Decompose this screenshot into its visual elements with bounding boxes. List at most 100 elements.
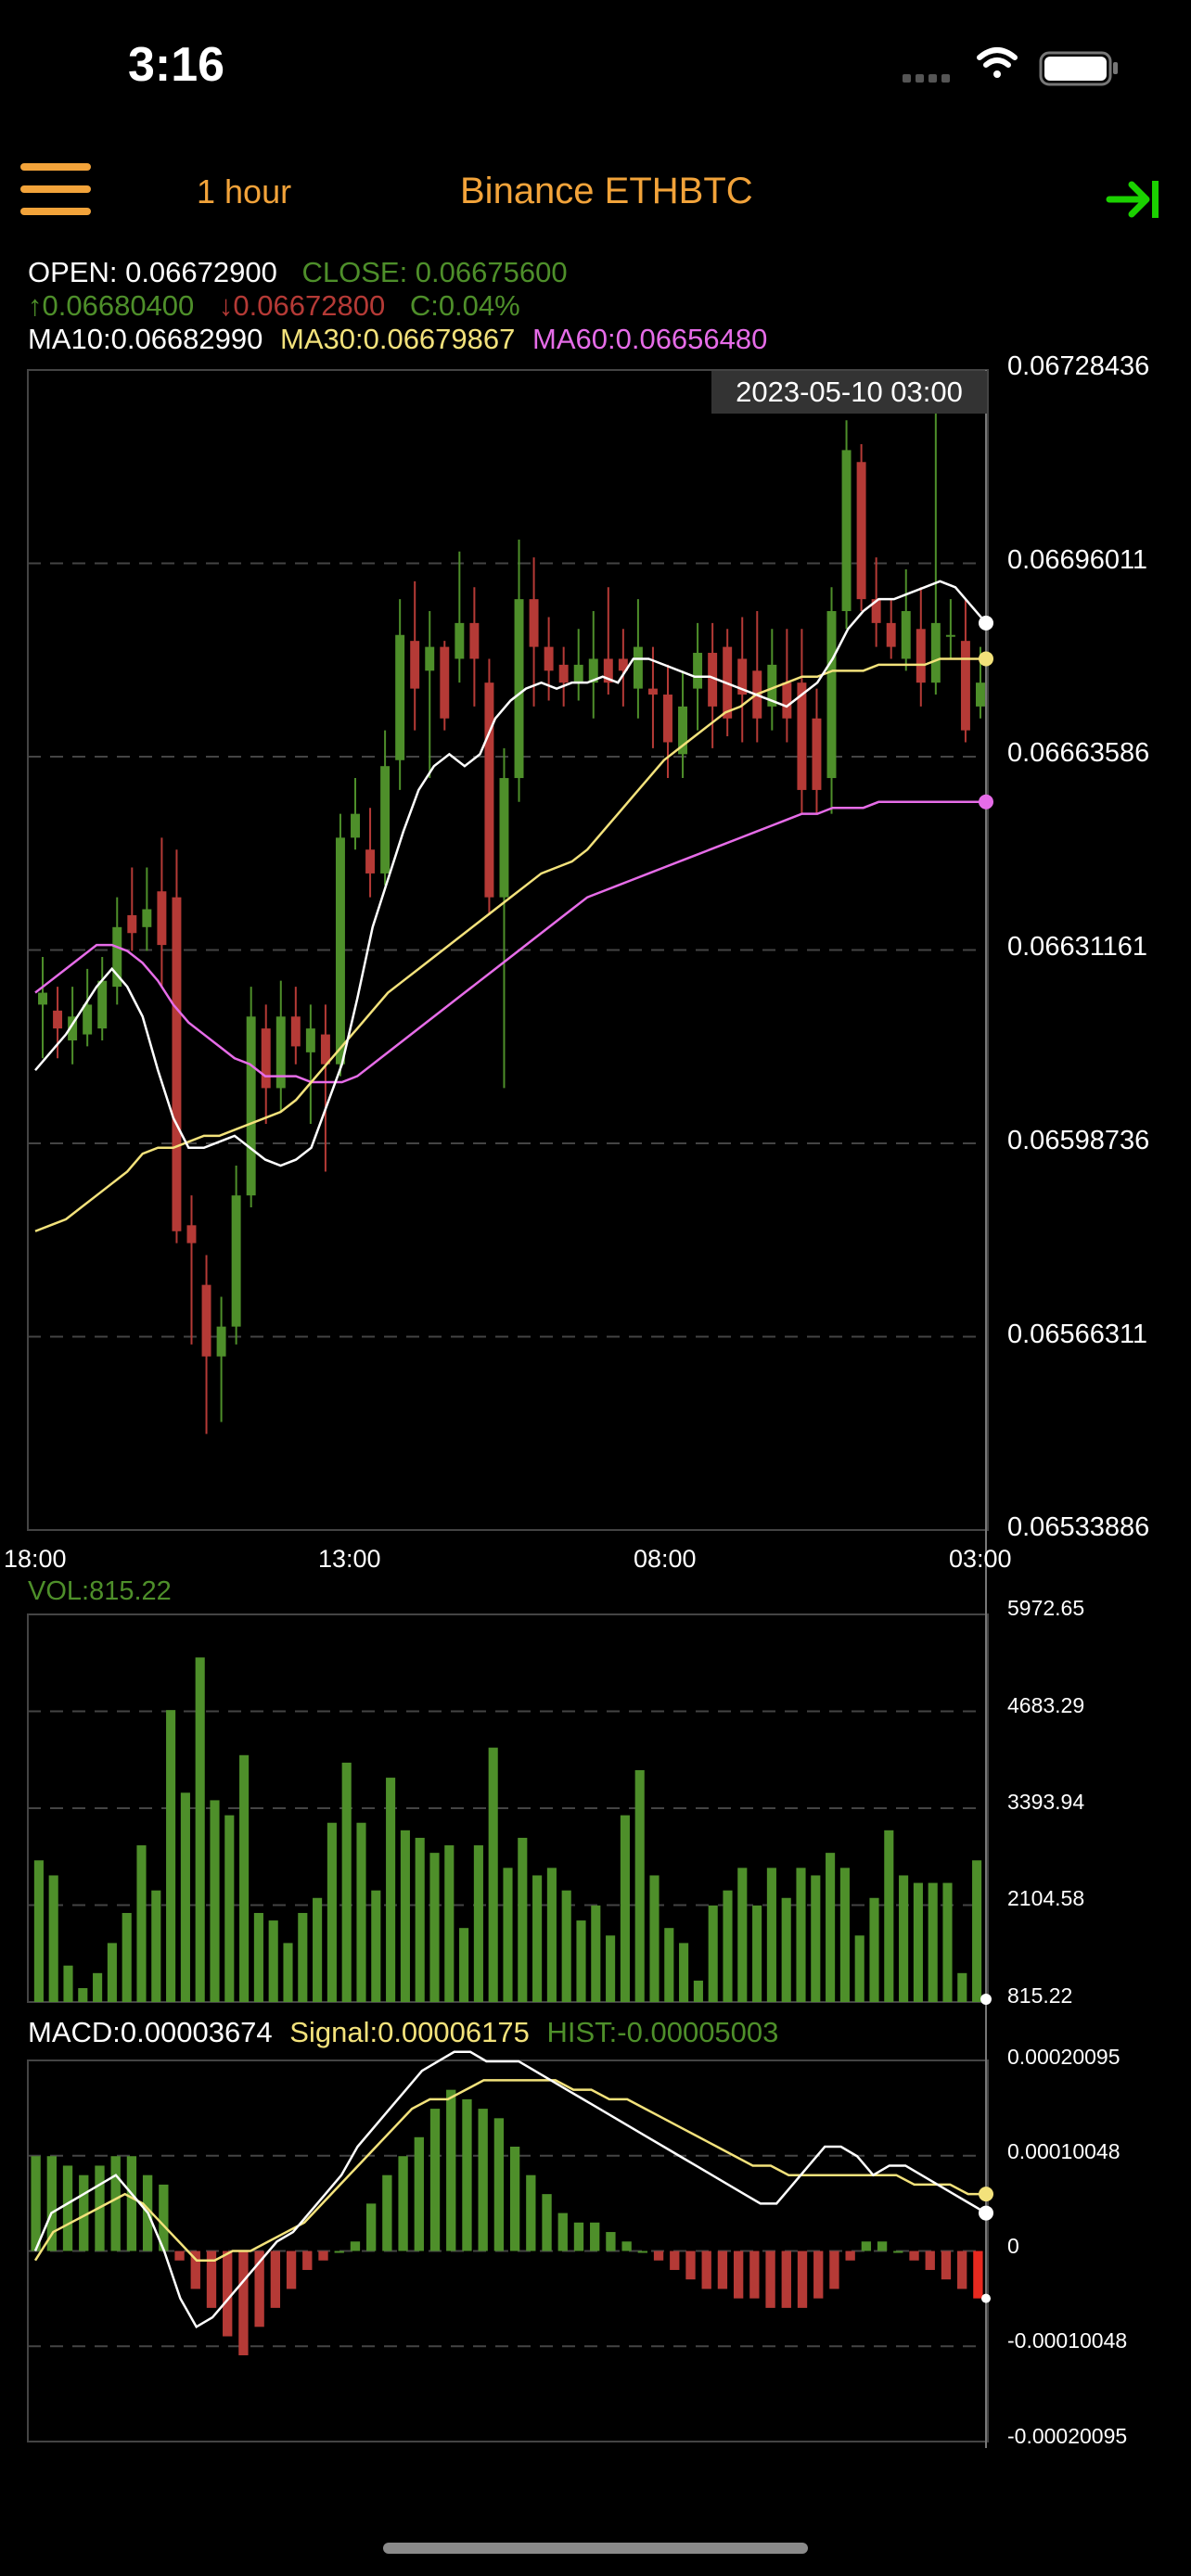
candle-body: [440, 646, 450, 719]
hist-bar: [31, 2156, 41, 2251]
volume-bar: [210, 1800, 220, 2002]
hist-bar: [206, 2251, 217, 2308]
volume-bar: [957, 1972, 967, 2002]
candle-body: [826, 611, 837, 779]
hist-dot: [981, 2293, 991, 2303]
candle-body: [290, 1016, 301, 1047]
volume-y-tick: 5972.65: [1007, 1596, 1085, 1620]
candle-body: [186, 1225, 197, 1243]
hist-bar: [126, 2156, 137, 2251]
candle-body: [782, 682, 792, 719]
home-indicator[interactable]: [383, 2543, 808, 2554]
candle-body: [812, 718, 822, 790]
volume-bar: [649, 1875, 660, 2002]
volume-y-tick: 2104.58: [1007, 1886, 1085, 1910]
candle-body: [678, 706, 688, 755]
volume-label: VOL:815.22: [28, 1576, 172, 1606]
volume-bar: [679, 1943, 689, 2002]
hist-bar: [653, 2251, 664, 2261]
hist-bar: [573, 2222, 584, 2251]
volume-bar: [737, 1868, 748, 2002]
candle-body: [737, 658, 748, 695]
hist-bar: [286, 2251, 297, 2289]
hist-bar: [973, 2251, 983, 2299]
volume-bar: [869, 1897, 879, 2002]
open-value: OPEN: 0.06672900: [28, 256, 277, 288]
candle-body: [261, 1028, 271, 1089]
volume-bar: [151, 1890, 161, 2002]
hist-bar: [797, 2251, 808, 2308]
candle-body: [708, 653, 718, 707]
hist-bar: [398, 2156, 408, 2251]
ma10-line: [34, 580, 987, 1167]
menu-icon[interactable]: [20, 163, 91, 215]
hist-bar: [110, 2156, 121, 2251]
candle-body: [976, 682, 985, 707]
candle-body: [663, 695, 672, 743]
hist-bar: [302, 2251, 313, 2270]
volume-bar: [503, 1868, 513, 2002]
hist-bar: [46, 2156, 57, 2251]
volume-bar: [93, 1972, 103, 2002]
x-tick: 03:00: [949, 1545, 1012, 1573]
volume-bar: [107, 1943, 117, 2002]
volume-dot: [980, 1994, 992, 2005]
volume-bar: [972, 1860, 982, 2002]
x-tick: 13:00: [318, 1545, 381, 1573]
candle-body: [275, 1016, 286, 1089]
price-y-tick: 0.06598736: [1007, 1126, 1150, 1155]
price-y-tick: 0.06566311: [1007, 1320, 1148, 1349]
hist-bar: [159, 2184, 169, 2251]
candle-body: [68, 1016, 78, 1040]
hist-bar: [893, 2251, 903, 2253]
candle-body: [544, 646, 554, 671]
volume-bar: [942, 1882, 953, 2002]
hist-bar: [446, 2089, 456, 2251]
interval-selector[interactable]: 1 hour: [197, 172, 292, 210]
x-tick: 08:00: [634, 1545, 697, 1573]
volume-bar: [884, 1830, 894, 2002]
volume-bar: [180, 1792, 190, 2002]
close-value: CLOSE: 0.06675600: [301, 256, 568, 288]
hist-bar: [318, 2251, 328, 2261]
exit-icon[interactable]: [1106, 176, 1161, 223]
hist-bar: [765, 2251, 775, 2308]
volume-bar: [488, 1747, 498, 2002]
volume-bar: [620, 1815, 630, 2002]
hist-bar: [509, 2147, 520, 2251]
macd-value: MACD:0.00003674: [28, 2016, 273, 2048]
price-y-tick: 0.06728436: [1007, 351, 1150, 381]
hist-bar: [542, 2194, 552, 2251]
candle-body: [603, 658, 613, 683]
candle-body: [514, 599, 524, 779]
volume-bar: [239, 1754, 250, 2002]
candle-body: [112, 926, 122, 988]
price-y-tick: 0.06663586: [1007, 738, 1150, 768]
candle-body: [633, 646, 643, 689]
ma30-line: [34, 657, 986, 1232]
candle-body: [558, 664, 569, 683]
volume-bar: [224, 1815, 235, 2002]
volume-bar: [664, 1928, 674, 2002]
volume-bar: [561, 1890, 571, 2002]
macd-y-tick: 0.00010048: [1007, 2139, 1121, 2163]
hist-bar: [254, 2251, 264, 2327]
hist-bar: [350, 2241, 361, 2251]
crosshair-date-badge: 2023-05-10 03:00: [711, 371, 987, 414]
x-tick: 18:00: [4, 1545, 67, 1573]
candle-body: [231, 1195, 241, 1327]
hist-bar: [957, 2251, 967, 2289]
volume-bar: [400, 1830, 410, 2002]
candle-body: [693, 653, 703, 689]
candle-body: [841, 450, 852, 612]
volume-bar: [78, 1988, 88, 2002]
candle-body: [216, 1326, 226, 1357]
candle-body: [380, 766, 391, 874]
ma60-line: [34, 800, 986, 1084]
hist-bar: [478, 2109, 488, 2251]
volume-bar: [386, 1778, 396, 2002]
macd-line: [33, 2050, 987, 2329]
volume-bar: [356, 1822, 366, 2002]
volume-bar: [576, 1920, 586, 2002]
